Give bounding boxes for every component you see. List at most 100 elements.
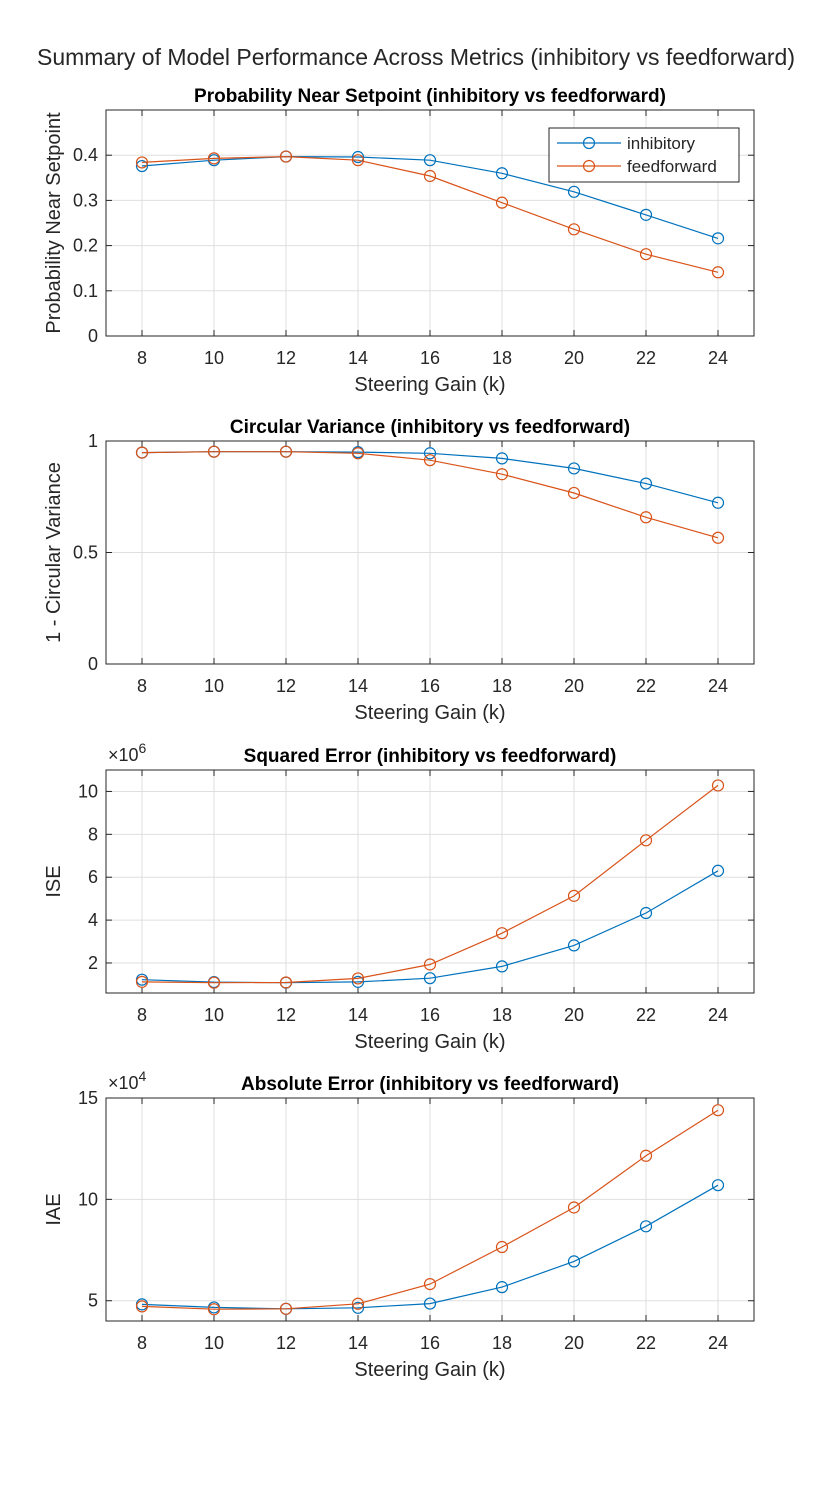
x-tick-label: 14	[348, 676, 368, 696]
y-tick-label: 2	[88, 953, 98, 973]
data-point-feedforward	[351, 972, 365, 985]
x-tick-label: 14	[348, 1005, 368, 1025]
data-point-inhibitory	[351, 975, 365, 988]
x-tick-label: 8	[137, 676, 147, 696]
x-tick-label: 20	[564, 676, 584, 696]
x-tick-label: 12	[276, 1005, 296, 1025]
data-point-feedforward	[279, 150, 293, 163]
data-point-inhibitory	[639, 477, 653, 490]
data-point-feedforward	[135, 1300, 149, 1313]
x-tick-label: 18	[492, 1005, 512, 1025]
legend-marker-inhibitory	[582, 136, 596, 150]
x-tick-label: 16	[420, 676, 440, 696]
legend-box	[548, 127, 740, 183]
x-tick-label: 16	[420, 348, 440, 368]
subplot-1: 8 10 12 14 16 18 20 22 24 0 0.1 0.2 0.3 0.4 Probabilit…	[43, 86, 755, 396]
y-tick-label: 0	[88, 326, 98, 346]
x-tick-label: 8	[137, 1005, 147, 1025]
y-tick-label: 10	[78, 1189, 98, 1209]
data-point-inhibitory	[351, 150, 365, 164]
x-tick-label: 20	[564, 348, 584, 368]
x-tick-label: 10	[204, 676, 224, 696]
y-tick-label: 0.4	[73, 145, 98, 165]
data-point-inhibitory	[495, 452, 509, 465]
data-point-feedforward	[135, 975, 149, 988]
x-tick-label: 12	[276, 1333, 296, 1353]
data-point-feedforward	[711, 531, 725, 544]
x-tick-label: 18	[492, 348, 512, 368]
series-feedforward	[135, 445, 725, 544]
data-point-inhibitory	[567, 939, 581, 952]
series-inhibitory	[135, 1179, 725, 1315]
data-point-feedforward	[207, 976, 221, 989]
data-point-feedforward	[711, 1104, 725, 1117]
data-point-feedforward	[279, 1302, 293, 1315]
y-tick-label: 6	[88, 867, 98, 887]
data-point-feedforward	[351, 154, 365, 167]
data-point-feedforward	[639, 1149, 653, 1162]
x-tick-label: 8	[137, 348, 147, 368]
data-point-feedforward	[639, 511, 653, 524]
x-axis-label: Steering Gain (k)	[354, 374, 505, 396]
data-point-feedforward	[279, 976, 293, 989]
data-point-feedforward	[207, 1303, 221, 1316]
y-tick-label: 0.1	[73, 281, 98, 301]
x-tick-label: 20	[564, 1333, 584, 1353]
y-exponent-label: ×106	[108, 740, 147, 765]
data-point-feedforward	[495, 468, 509, 481]
data-point-feedforward	[567, 223, 581, 236]
data-point-inhibitory	[495, 1281, 509, 1294]
data-point-inhibitory	[423, 154, 437, 167]
data-point-feedforward	[207, 152, 221, 165]
y-tick-label: 0.3	[73, 190, 98, 210]
legend-label-feedforward: feedforward	[627, 157, 717, 176]
x-tick-label: 14	[348, 348, 368, 368]
y-axis-label: IAE	[43, 1193, 65, 1225]
series-line-feedforward	[141, 451, 719, 539]
data-point-feedforward	[423, 454, 437, 467]
data-point-feedforward	[639, 248, 653, 261]
x-tick-label: 16	[420, 1333, 440, 1353]
x-tick-label: 16	[420, 1005, 440, 1025]
data-point-inhibitory	[639, 208, 653, 221]
x-tick-label: 10	[204, 1333, 224, 1353]
data-point-inhibitory	[711, 1179, 725, 1192]
legend: inhibitory feedforward	[548, 127, 740, 183]
data-point-inhibitory	[639, 906, 653, 920]
subplot-title: Probability Near Setpoint (inhibitory vs…	[194, 86, 666, 107]
data-point-inhibitory	[711, 232, 725, 245]
data-point-feedforward	[711, 779, 725, 792]
x-tick-label: 24	[708, 676, 728, 696]
y-tick-label: 0.5	[73, 543, 98, 563]
exponent-base: ×10	[108, 1073, 139, 1093]
y-tick-label: 4	[88, 910, 98, 930]
y-tick-label: 10	[78, 781, 98, 801]
y-tick-label: 8	[88, 824, 98, 844]
data-point-feedforward	[495, 196, 509, 209]
x-tick-label: 22	[636, 348, 656, 368]
series-line-feedforward	[141, 784, 719, 984]
data-point-inhibitory	[639, 1220, 653, 1233]
y-tick-label: 0.2	[73, 236, 98, 256]
exponent-power: 6	[139, 740, 147, 756]
data-point-inhibitory	[495, 960, 509, 973]
subplot-title: Squared Error (inhibitory vs feedforward…	[244, 746, 617, 767]
data-point-feedforward	[423, 1278, 437, 1291]
y-axis-label: Probability Near Setpoint	[43, 112, 65, 334]
x-tick-label: 10	[204, 348, 224, 368]
data-point-inhibitory	[567, 185, 581, 198]
data-point-inhibitory	[711, 864, 725, 877]
x-tick-label: 18	[492, 676, 512, 696]
x-tick-label: 14	[348, 1333, 368, 1353]
x-tick-label: 12	[276, 348, 296, 368]
x-tick-label: 24	[708, 1005, 728, 1025]
data-point-inhibitory	[495, 167, 509, 180]
x-tick-label: 22	[636, 1333, 656, 1353]
data-point-feedforward	[135, 156, 149, 169]
data-point-inhibitory	[567, 462, 581, 475]
series-feedforward	[135, 1104, 725, 1316]
series-line-inhibitory	[141, 155, 719, 239]
x-tick-label: 24	[708, 348, 728, 368]
